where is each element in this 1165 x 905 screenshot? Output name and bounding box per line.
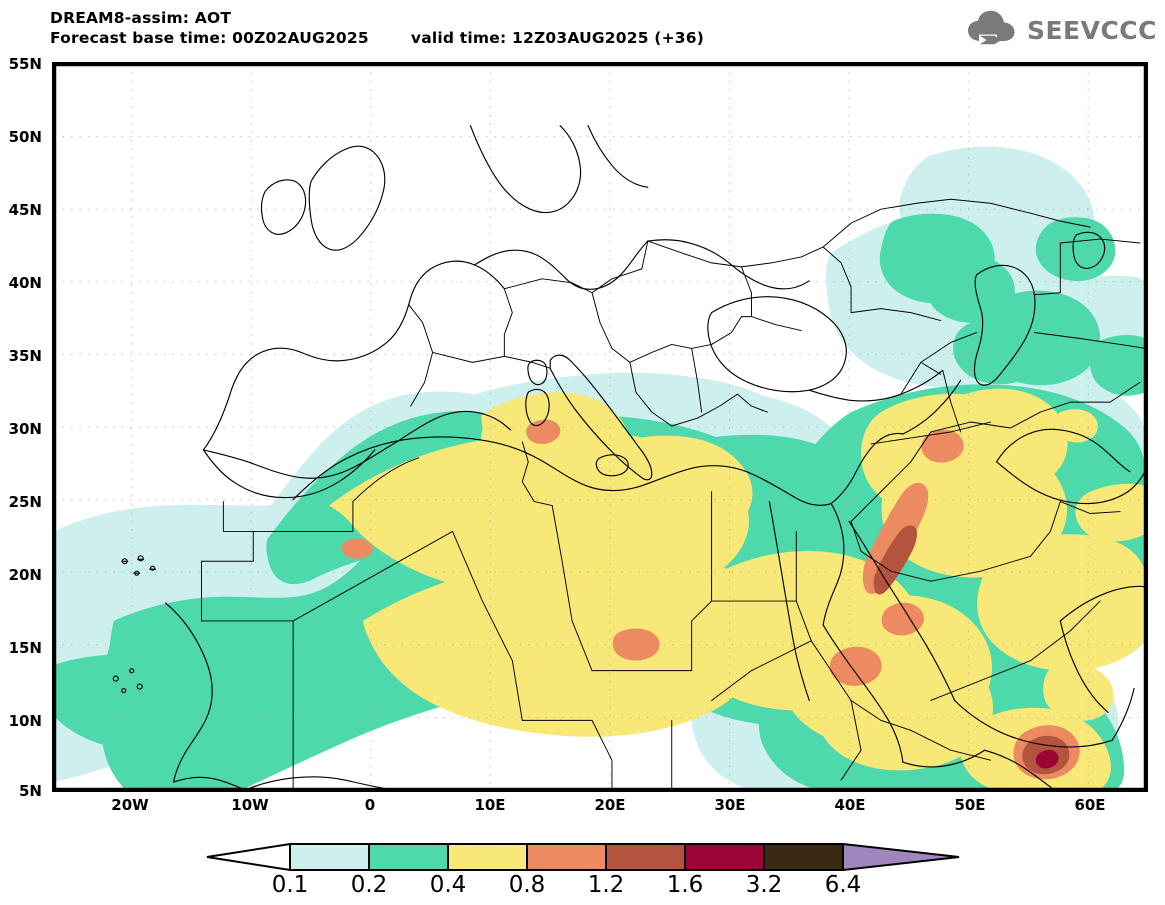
header-block: DREAM8-assim: AOT Forecast base time: 00…	[50, 8, 950, 48]
cb-tick-3.2: 3.2	[745, 872, 783, 898]
cb-tick-0.8: 0.8	[508, 872, 546, 898]
contour-fills	[54, 146, 1146, 790]
cb-tick-1.2: 1.2	[587, 872, 625, 898]
y-tick-50N: 50N	[8, 128, 42, 146]
y-axis-labels: 55N 50N 45N 40N 35N 30N 25N 20N 15N 10N …	[0, 55, 50, 800]
y-tick-30N: 30N	[8, 420, 42, 438]
aot-colorbar	[205, 840, 961, 874]
x-axis-labels: 20W 10W 0 10E 20E 30E 40E 50E 60E	[52, 796, 1148, 822]
cb-tick-0.1: 0.1	[271, 872, 309, 898]
time-subtitle: Forecast base time: 00Z02AUG2025 valid ti…	[50, 28, 950, 48]
colorbar-block-0.4	[447, 843, 528, 871]
y-tick-20N: 20N	[8, 566, 42, 584]
x-tick-20E: 20E	[594, 796, 626, 814]
cb-tick-0.4: 0.4	[429, 872, 467, 898]
x-tick-0: 0	[364, 796, 376, 814]
colorbar-tick-labels: 0.1 0.2 0.4 0.8 1.2 1.6 3.2 6.4	[205, 872, 961, 902]
base-time-value: 00Z02AUG2025	[232, 29, 369, 47]
logo-text: SEEVCCC	[1026, 15, 1157, 45]
model-title: DREAM8-assim: AOT	[50, 9, 232, 27]
aot-contour-map	[54, 64, 1146, 790]
x-tick-30E: 30E	[714, 796, 746, 814]
y-tick-40N: 40N	[8, 274, 42, 292]
colorbar-block-3.2	[763, 843, 844, 871]
y-tick-55N: 55N	[8, 55, 42, 73]
map-plot-area	[52, 62, 1148, 792]
x-tick-60E: 60E	[1074, 796, 1106, 814]
base-time-label: Forecast base time:	[50, 29, 227, 47]
x-tick-20W: 20W	[111, 796, 149, 814]
colorbar-block-1.6	[684, 843, 765, 871]
colorbar-block-0.8	[526, 843, 607, 871]
map-frame	[52, 62, 1148, 792]
y-tick-35N: 35N	[8, 347, 42, 365]
colorbar-block-0.2	[368, 843, 449, 871]
valid-time-label: valid time:	[410, 29, 507, 47]
cb-tick-6.4: 6.4	[824, 872, 862, 898]
y-tick-15N: 15N	[8, 639, 42, 657]
y-tick-5N: 5N	[19, 782, 42, 800]
y-tick-25N: 25N	[8, 493, 42, 511]
x-tick-10W: 10W	[231, 796, 269, 814]
seevccc-logo: SEEVCCC	[967, 10, 1157, 50]
x-tick-40E: 40E	[834, 796, 866, 814]
x-tick-10E: 10E	[474, 796, 506, 814]
cloud-arrow-icon	[967, 10, 1021, 50]
colorbar-under-arrow	[206, 842, 291, 872]
y-tick-45N: 45N	[8, 201, 42, 219]
colorbar-block-1.2	[605, 843, 686, 871]
colorbar-block-0.1	[289, 843, 370, 871]
valid-time-value: 12Z03AUG2025 (+36)	[511, 29, 705, 47]
colorbar-over-arrow	[842, 842, 960, 872]
y-tick-10N: 10N	[8, 712, 42, 730]
coastlines-and-borders	[112, 125, 1146, 790]
x-tick-50E: 50E	[954, 796, 986, 814]
cb-tick-1.6: 1.6	[666, 872, 704, 898]
cb-tick-0.2: 0.2	[350, 872, 388, 898]
